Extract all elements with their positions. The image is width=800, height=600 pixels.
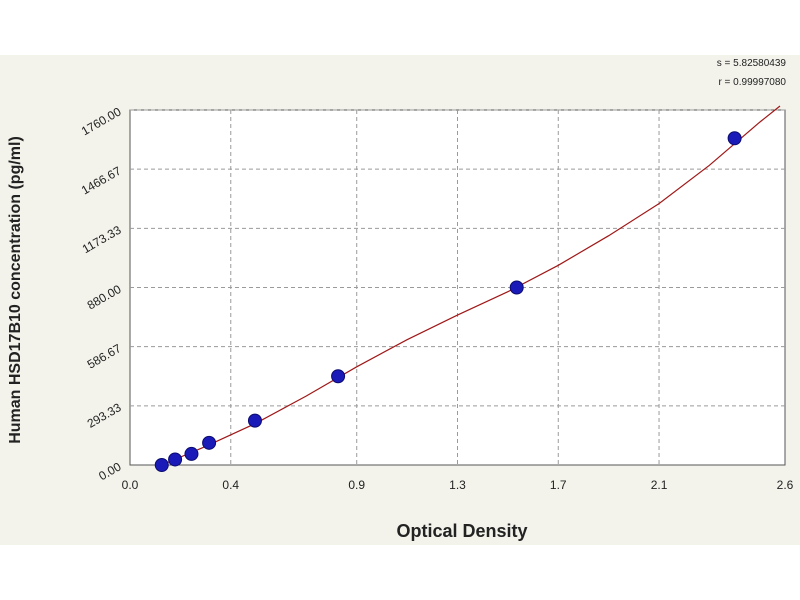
x-tick-label: 0.0 <box>122 478 139 492</box>
data-points <box>154 131 742 472</box>
x-tick-label: 0.9 <box>348 478 365 492</box>
data-point <box>727 131 742 146</box>
data-point <box>154 458 169 472</box>
fit-stat-s: s = 5.82580439 <box>717 58 787 69</box>
gridlines <box>130 109 785 465</box>
x-tick-label: 1.3 <box>449 478 466 492</box>
x-axis-title: Optical Density <box>396 521 527 541</box>
data-point <box>509 280 524 295</box>
x-tick-labels: 0.0 0.4 0.9 1.3 1.7 2.1 2.6 <box>122 478 794 492</box>
y-axis-title: Human HSD17B10 concentration (pg/ml) <box>7 136 24 444</box>
x-tick-label: 0.4 <box>222 478 239 492</box>
x-tick-label: 1.7 <box>550 478 567 492</box>
data-point <box>331 369 346 384</box>
x-tick-label: 2.6 <box>777 478 794 492</box>
fit-curve <box>161 105 781 466</box>
fit-stat-r: r = 0.99997080 <box>718 77 786 88</box>
data-point <box>202 435 217 450</box>
data-point <box>247 413 262 428</box>
data-point <box>168 452 183 467</box>
x-tick-label: 2.1 <box>651 478 668 492</box>
data-point <box>184 446 199 461</box>
